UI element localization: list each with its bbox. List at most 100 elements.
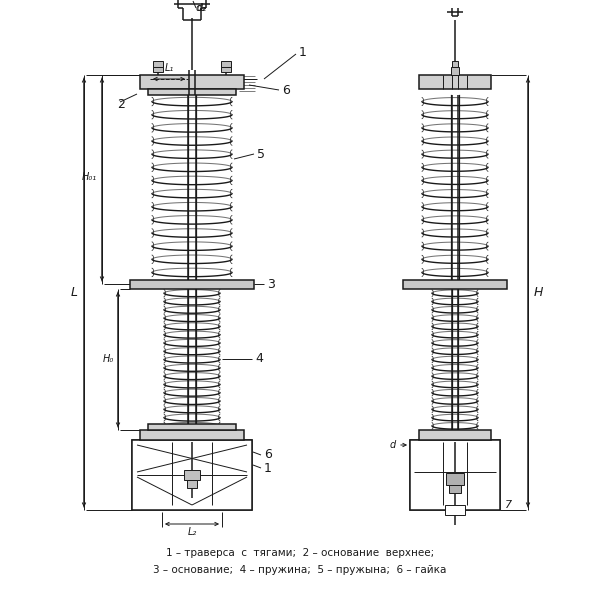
Polygon shape: [432, 368, 478, 371]
Polygon shape: [422, 194, 488, 197]
Bar: [184, 470, 200, 480]
Polygon shape: [432, 351, 478, 355]
Polygon shape: [422, 272, 488, 277]
Polygon shape: [432, 426, 478, 429]
Bar: [153, 67, 163, 72]
Bar: [148, 424, 236, 430]
Polygon shape: [152, 167, 232, 172]
Polygon shape: [164, 351, 220, 355]
Bar: [130, 280, 254, 289]
Polygon shape: [432, 343, 478, 346]
Polygon shape: [164, 426, 220, 430]
Text: H₀₁: H₀₁: [82, 173, 97, 182]
Polygon shape: [164, 385, 220, 388]
Bar: [140, 430, 244, 440]
Polygon shape: [152, 194, 232, 198]
Bar: [132, 440, 252, 510]
Text: L₂: L₂: [187, 527, 197, 537]
Bar: [148, 89, 236, 95]
Polygon shape: [422, 115, 488, 119]
Polygon shape: [164, 376, 220, 380]
Text: 2: 2: [117, 97, 125, 110]
Polygon shape: [422, 128, 488, 132]
Text: d₂: d₂: [196, 3, 206, 13]
Text: 6: 6: [264, 449, 272, 461]
Polygon shape: [432, 376, 478, 379]
Text: H₀: H₀: [103, 355, 114, 364]
Polygon shape: [432, 335, 478, 338]
Polygon shape: [432, 418, 478, 421]
Text: 3: 3: [267, 277, 275, 290]
Polygon shape: [422, 167, 488, 171]
Bar: [132, 440, 252, 510]
Polygon shape: [422, 246, 488, 250]
Bar: [410, 440, 500, 510]
Bar: [140, 75, 244, 89]
Polygon shape: [164, 359, 220, 363]
Text: 1: 1: [264, 461, 272, 475]
Bar: [451, 67, 459, 75]
Polygon shape: [432, 401, 478, 404]
Polygon shape: [432, 293, 478, 296]
Polygon shape: [152, 233, 232, 237]
Bar: [452, 61, 458, 67]
Polygon shape: [432, 310, 478, 313]
Polygon shape: [152, 259, 232, 263]
Text: L₁: L₁: [164, 63, 173, 73]
Bar: [153, 61, 163, 67]
Text: 3 – основание;  4 – пружина;  5 – пружына;  6 – гайка: 3 – основание; 4 – пружина; 5 – пружына;…: [154, 565, 446, 575]
Polygon shape: [164, 392, 220, 396]
Polygon shape: [152, 115, 232, 119]
Text: 1 – траверса  с  тягами;  2 – основание  верхнее;: 1 – траверса с тягами; 2 – основание вер…: [166, 548, 434, 558]
Polygon shape: [164, 301, 220, 305]
Polygon shape: [432, 318, 478, 321]
Bar: [419, 75, 491, 89]
Polygon shape: [152, 128, 232, 132]
Text: 7: 7: [505, 500, 512, 510]
Polygon shape: [152, 272, 232, 277]
Polygon shape: [164, 343, 220, 346]
Polygon shape: [152, 207, 232, 211]
Polygon shape: [422, 141, 488, 145]
Polygon shape: [164, 326, 220, 330]
Text: 1: 1: [299, 46, 307, 59]
Bar: [410, 440, 500, 510]
Polygon shape: [422, 233, 488, 237]
Polygon shape: [152, 220, 232, 224]
Polygon shape: [152, 181, 232, 185]
Polygon shape: [152, 141, 232, 145]
Polygon shape: [432, 392, 478, 396]
Polygon shape: [164, 409, 220, 413]
Polygon shape: [164, 318, 220, 322]
Polygon shape: [432, 359, 478, 363]
Polygon shape: [152, 101, 232, 106]
Polygon shape: [422, 181, 488, 184]
Polygon shape: [152, 246, 232, 250]
Polygon shape: [422, 220, 488, 224]
Polygon shape: [164, 368, 220, 371]
Bar: [221, 61, 231, 67]
Polygon shape: [422, 259, 488, 263]
Polygon shape: [432, 385, 478, 388]
Polygon shape: [164, 418, 220, 421]
Text: d: d: [390, 440, 396, 450]
Polygon shape: [164, 310, 220, 313]
Polygon shape: [152, 154, 232, 158]
Bar: [187, 480, 197, 488]
Polygon shape: [422, 207, 488, 211]
Bar: [445, 505, 465, 515]
Bar: [446, 473, 464, 485]
Text: L: L: [71, 286, 78, 299]
Bar: [221, 67, 231, 72]
Polygon shape: [422, 154, 488, 158]
Text: H: H: [534, 286, 544, 299]
Bar: [419, 430, 491, 440]
Bar: [449, 485, 461, 493]
Polygon shape: [164, 401, 220, 404]
Polygon shape: [432, 301, 478, 305]
Bar: [403, 280, 507, 289]
Text: 5: 5: [257, 148, 265, 160]
Polygon shape: [422, 101, 488, 106]
Polygon shape: [432, 409, 478, 413]
Polygon shape: [164, 293, 220, 296]
